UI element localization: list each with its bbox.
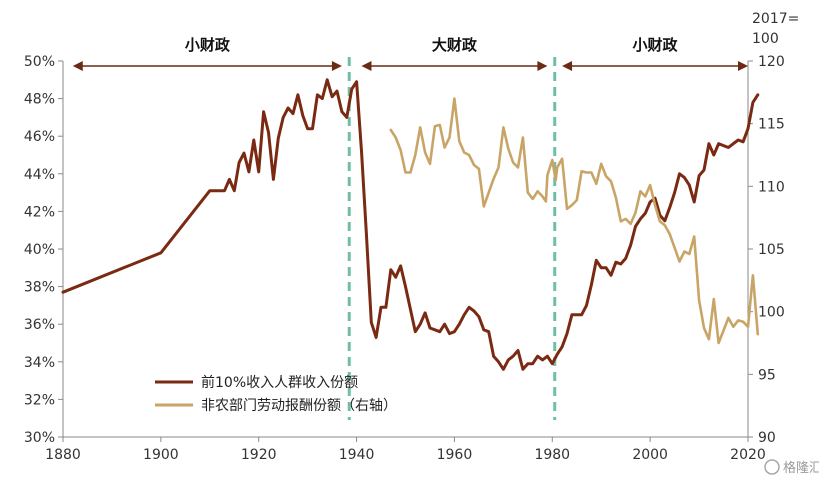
- period-arrow-head-left: [361, 61, 372, 71]
- x-tick-label: 1900: [143, 447, 179, 463]
- right-tick-label: 100: [758, 305, 785, 321]
- period-label: 小财政: [185, 36, 231, 54]
- right-axis-unit-line2: 100: [752, 31, 779, 47]
- period-arrow-head-right: [537, 61, 548, 71]
- x-tick-label: 1960: [437, 447, 473, 463]
- period-arrow: 大财政: [361, 36, 548, 71]
- right-tick-label: 90: [758, 430, 776, 446]
- watermark: 格隆汇: [764, 459, 819, 476]
- watermark-logo-icon: [764, 459, 780, 475]
- right-tick-label: 110: [758, 179, 785, 195]
- right-tick-label: 115: [758, 117, 785, 133]
- series-line-top-income-share: [61, 78, 760, 371]
- left-tick-label: 30%: [24, 430, 55, 446]
- left-tick-label: 40%: [24, 242, 55, 258]
- period-arrow: 小财政: [72, 36, 342, 71]
- x-tick-label: 2020: [730, 447, 766, 463]
- period-arrow: 小财政: [562, 36, 748, 71]
- left-tick-label: 48%: [24, 92, 55, 108]
- period-arrow-head-left: [72, 61, 83, 71]
- left-tick-label: 34%: [24, 355, 55, 371]
- legend-label-labor-share: 非农部门劳动报酬份额（右轴）: [201, 398, 397, 414]
- left-tick-label: 32%: [24, 392, 55, 408]
- x-tick-label: 2000: [632, 447, 668, 463]
- right-tick-label: 105: [758, 242, 785, 258]
- left-tick-label: 46%: [24, 129, 55, 145]
- series-lines: [61, 78, 760, 371]
- left-axis-ticks: 30% 32% 34% 36% 38% 40% 42% 44% 46% 48% 50%: [24, 54, 63, 446]
- x-tick-label: 1880: [45, 447, 81, 463]
- legend: 前10%收入人群收入份额 非农部门劳动报酬份额（右轴）: [155, 374, 397, 414]
- left-tick-label: 42%: [24, 204, 55, 220]
- period-annotations: 小财政 大财政 小财政: [72, 36, 748, 71]
- left-tick-label: 44%: [24, 167, 55, 183]
- right-axis-unit-line1: 2017=: [752, 11, 799, 27]
- series-line-labor-share: [389, 97, 760, 345]
- period-label: 大财政: [432, 36, 478, 54]
- left-tick-label: 50%: [24, 54, 55, 70]
- right-tick-label: 95: [758, 367, 776, 383]
- x-tick-label: 1920: [241, 447, 277, 463]
- period-label: 小财政: [633, 36, 679, 54]
- legend-label-top-income-share: 前10%收入人群收入份额: [201, 374, 358, 391]
- period-arrow-head-right: [331, 61, 342, 71]
- period-arrow-head-right: [738, 61, 748, 71]
- left-tick-label: 38%: [24, 280, 55, 296]
- x-tick-label: 1940: [339, 447, 375, 463]
- x-axis-ticks: 1880 1900 1920 1940 1960 1980 2000 2020: [45, 437, 766, 463]
- x-tick-label: 1980: [534, 447, 570, 463]
- right-tick-label: 120: [758, 54, 785, 70]
- period-arrow-head-left: [562, 61, 573, 71]
- left-tick-label: 36%: [24, 317, 55, 333]
- watermark-text: 格隆汇: [783, 460, 819, 476]
- right-axis-ticks: 90 95 100 105 110 115 120: [748, 54, 785, 446]
